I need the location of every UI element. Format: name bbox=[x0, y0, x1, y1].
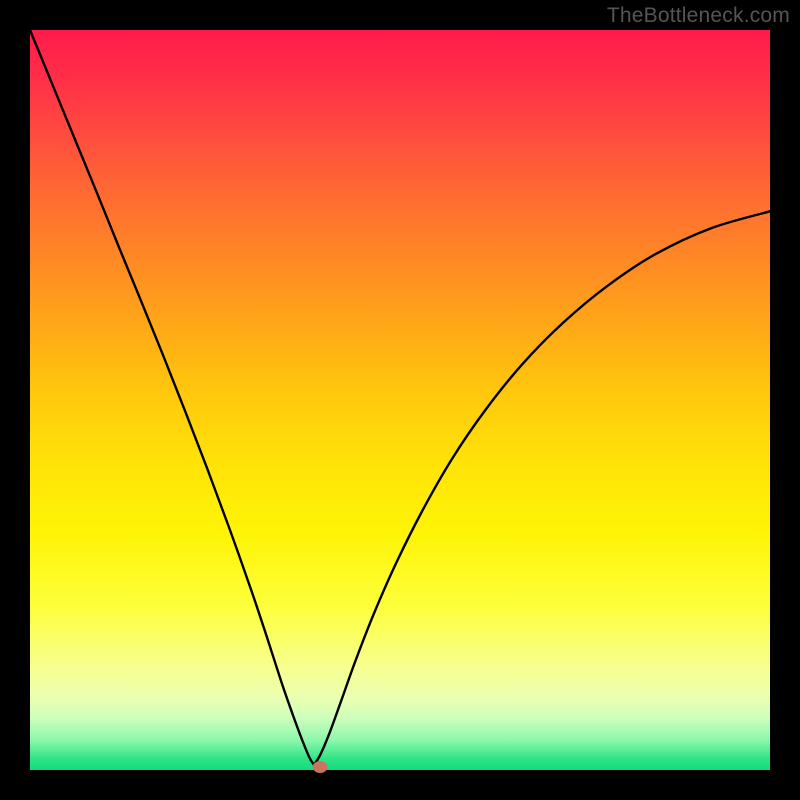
apex-marker bbox=[313, 761, 328, 773]
chart-gradient-bg bbox=[30, 30, 770, 770]
watermark-text: TheBottleneck.com bbox=[607, 4, 790, 28]
